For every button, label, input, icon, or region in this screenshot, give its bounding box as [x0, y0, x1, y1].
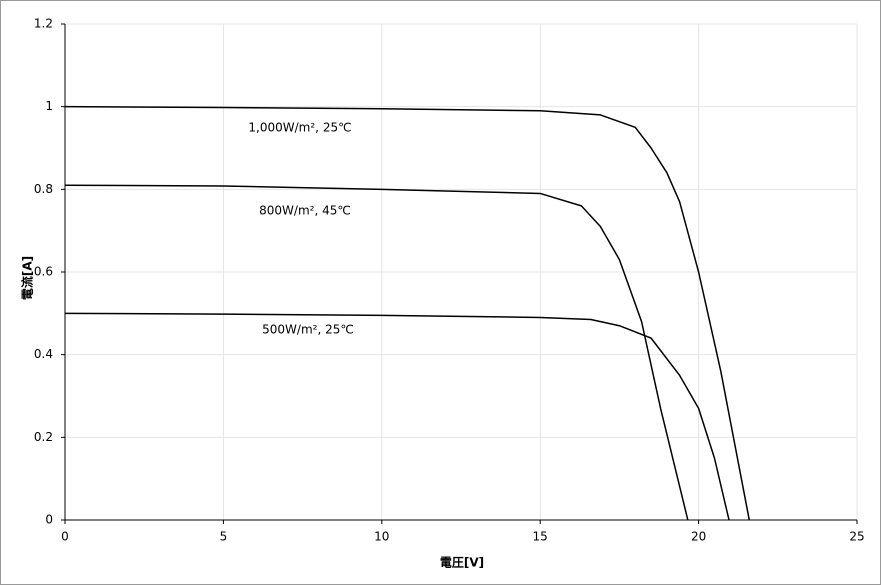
x-tick-label: 5	[220, 530, 228, 544]
series-label: 1,000W/m², 25℃	[248, 121, 351, 135]
y-tick-label: 1.2	[34, 17, 53, 31]
series-label: 500W/m², 25℃	[262, 323, 354, 337]
y-tick-label: 0.2	[34, 430, 53, 444]
x-tick-label: 10	[374, 530, 389, 544]
series-line	[64, 184, 689, 521]
series-line	[64, 312, 730, 521]
y-axis-label: 電流[A]	[20, 256, 35, 300]
series-line	[64, 105, 751, 521]
y-tick-label: 0.8	[34, 182, 53, 196]
x-tick-label: 20	[691, 530, 706, 544]
x-tick-label: 15	[533, 530, 548, 544]
x-tick-label: 25	[849, 530, 864, 544]
y-tick-label: 0	[45, 513, 53, 527]
x-tick-label: 0	[61, 530, 69, 544]
x-axis-label: 電圧[V]	[440, 556, 484, 570]
series-label: 800W/m², 45℃	[259, 204, 351, 218]
y-tick-label: 0.4	[34, 347, 53, 361]
y-tick-label: 0.6	[34, 265, 53, 279]
y-tick-label: 1	[45, 99, 53, 113]
